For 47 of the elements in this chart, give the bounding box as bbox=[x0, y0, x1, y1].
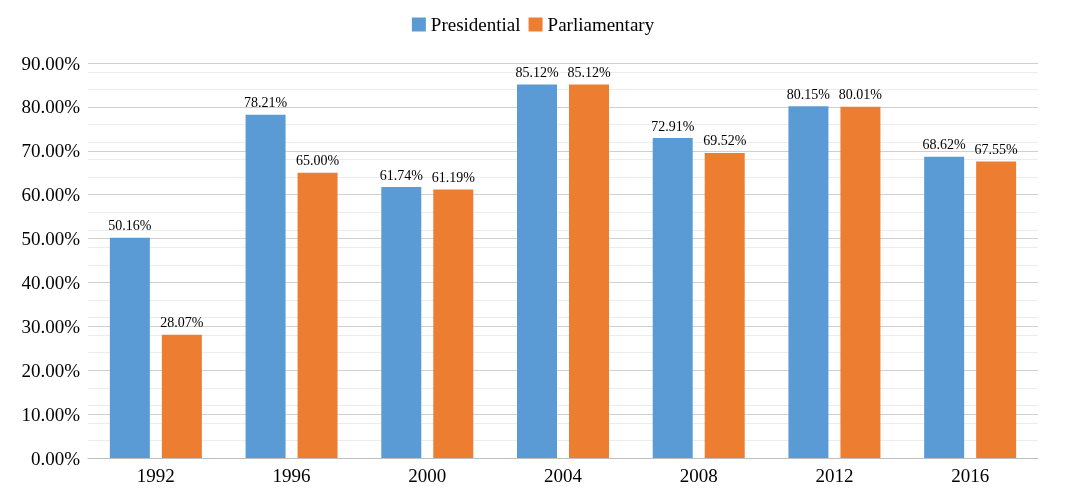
data-label: 61.19% bbox=[431, 169, 476, 185]
y-tick-label: 80.00% bbox=[21, 96, 81, 118]
bar bbox=[788, 106, 829, 458]
y-tick-label: 90.00% bbox=[21, 52, 81, 74]
data-label: 85.12% bbox=[515, 64, 559, 80]
bar bbox=[840, 106, 881, 458]
x-tick-label: 2012 bbox=[815, 465, 854, 486]
x-tick-label: 1996 bbox=[272, 465, 311, 486]
bar bbox=[297, 172, 338, 458]
bar bbox=[381, 187, 422, 458]
data-label: 65.00% bbox=[295, 153, 340, 169]
data-label: 67.55% bbox=[974, 142, 1019, 158]
x-tick-label: 2000 bbox=[408, 465, 447, 486]
bar bbox=[245, 114, 286, 458]
x-tick-label: 2016 bbox=[951, 465, 990, 486]
data-label: 80.15% bbox=[786, 86, 831, 102]
bar bbox=[161, 334, 202, 458]
data-label: 69.52% bbox=[703, 133, 747, 149]
legend-label: Parliamentary bbox=[547, 14, 655, 35]
bar bbox=[109, 237, 150, 458]
legend-label: Presidential bbox=[430, 14, 521, 35]
y-tick-label: 0.00% bbox=[30, 447, 81, 469]
bar bbox=[433, 189, 474, 458]
bar bbox=[652, 138, 693, 458]
y-tick-label: 10.00% bbox=[21, 403, 81, 425]
data-label: 68.62% bbox=[922, 137, 967, 153]
data-label: 50.16% bbox=[108, 218, 152, 234]
data-label: 80.01% bbox=[838, 87, 883, 103]
data-label: 28.07% bbox=[160, 315, 204, 331]
bar bbox=[924, 156, 965, 458]
x-tick-label: 1992 bbox=[136, 465, 175, 486]
data-label: 78.21% bbox=[243, 95, 288, 111]
data-label: 61.74% bbox=[379, 167, 424, 183]
bar bbox=[517, 84, 557, 458]
y-tick-label: 50.00% bbox=[21, 228, 81, 250]
y-tick-label: 60.00% bbox=[21, 184, 81, 206]
y-tick-label: 20.00% bbox=[21, 359, 81, 381]
bar bbox=[704, 152, 745, 458]
y-tick-label: 70.00% bbox=[21, 140, 81, 162]
y-tick-label: 30.00% bbox=[21, 315, 81, 337]
y-tick-label: 40.00% bbox=[21, 271, 81, 293]
data-label: 85.12% bbox=[567, 64, 611, 80]
x-tick-label: 2004 bbox=[544, 465, 583, 486]
bar bbox=[569, 84, 609, 458]
data-label: 72.91% bbox=[651, 118, 695, 134]
x-tick-label: 2008 bbox=[679, 465, 718, 486]
bar bbox=[976, 161, 1017, 458]
